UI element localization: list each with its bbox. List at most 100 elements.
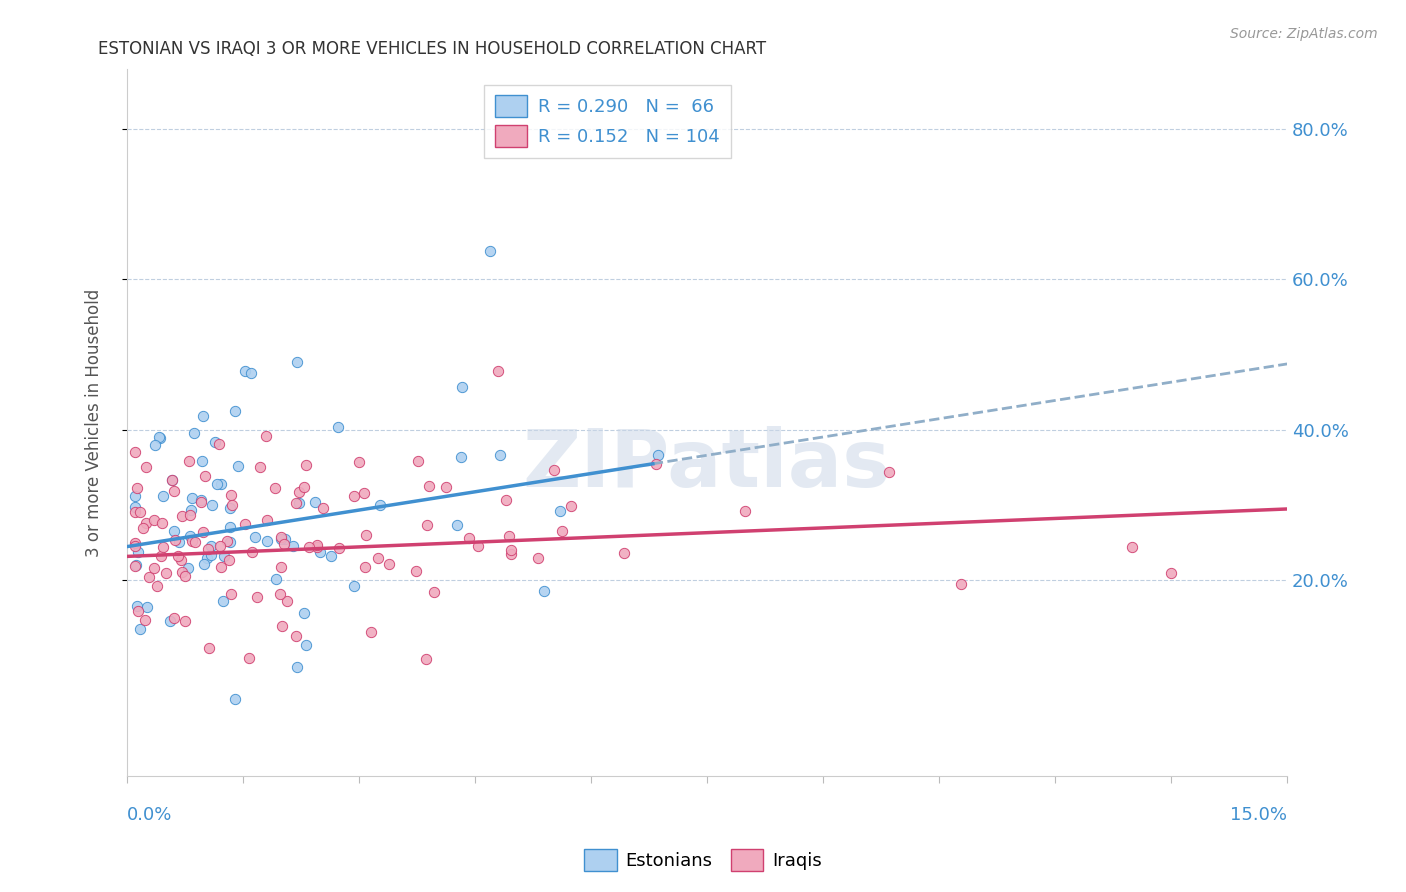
Point	[292, 607, 315, 621]
Point	[551, 524, 574, 538]
Point	[127, 545, 149, 559]
Point	[190, 454, 212, 468]
Point	[124, 558, 146, 573]
Point	[190, 495, 212, 509]
Point	[499, 542, 522, 557]
Point	[285, 355, 308, 369]
Point	[288, 496, 311, 510]
Point	[1121, 540, 1143, 554]
Point	[201, 498, 224, 512]
Point	[446, 518, 468, 533]
Point	[163, 524, 186, 539]
Point	[172, 509, 194, 524]
Legend: R = 0.290   N =  66, R = 0.152   N = 104: R = 0.290 N = 66, R = 0.152 N = 104	[484, 85, 731, 158]
Point	[125, 481, 148, 495]
Point	[271, 619, 294, 633]
Point	[176, 561, 198, 575]
Point	[163, 484, 186, 499]
Point	[127, 604, 149, 618]
Point	[200, 540, 222, 554]
Point	[495, 493, 517, 508]
Point	[152, 489, 174, 503]
Point	[254, 429, 277, 443]
Point	[256, 513, 278, 527]
Point	[235, 516, 257, 531]
Point	[450, 379, 472, 393]
Point	[298, 540, 321, 554]
Point	[149, 549, 172, 564]
Point	[224, 692, 246, 706]
Point	[163, 611, 186, 625]
Point	[170, 566, 193, 580]
Point	[207, 477, 229, 491]
Point	[243, 530, 266, 544]
Point	[405, 565, 427, 579]
Point	[155, 566, 177, 580]
Point	[949, 577, 972, 591]
Point	[180, 534, 202, 549]
Point	[163, 533, 186, 547]
Point	[219, 519, 242, 533]
Point	[124, 500, 146, 515]
Point	[292, 480, 315, 494]
Point	[276, 594, 298, 608]
Point	[135, 599, 157, 614]
Point	[183, 534, 205, 549]
Point	[195, 550, 218, 565]
Point	[378, 557, 401, 571]
Point	[221, 488, 243, 502]
Point	[319, 549, 342, 563]
Point	[124, 540, 146, 554]
Point	[368, 499, 391, 513]
Point	[877, 465, 900, 479]
Point	[138, 569, 160, 583]
Point	[148, 430, 170, 444]
Point	[238, 651, 260, 665]
Point	[263, 481, 285, 495]
Point	[159, 614, 181, 628]
Point	[467, 539, 489, 553]
Point	[269, 586, 291, 600]
Point	[304, 494, 326, 508]
Point	[208, 437, 231, 451]
Point	[450, 450, 472, 464]
Point	[1160, 566, 1182, 580]
Y-axis label: 3 or more Vehicles in Household: 3 or more Vehicles in Household	[86, 288, 103, 557]
Point	[415, 652, 437, 666]
Point	[173, 614, 195, 628]
Text: ESTONIAN VS IRAQI 3 OR MORE VEHICLES IN HOUSEHOLD CORRELATION CHART: ESTONIAN VS IRAQI 3 OR MORE VEHICLES IN …	[98, 40, 766, 58]
Point	[180, 491, 202, 505]
Point	[343, 489, 366, 503]
Point	[349, 455, 371, 469]
Point	[560, 500, 582, 514]
Point	[354, 560, 377, 574]
Point	[305, 540, 328, 554]
Point	[124, 444, 146, 458]
Point	[734, 504, 756, 518]
Point	[458, 531, 481, 545]
Point	[312, 500, 335, 515]
Point	[548, 504, 571, 518]
Point	[191, 524, 214, 539]
Point	[209, 477, 232, 491]
Point	[135, 516, 157, 530]
Point	[613, 546, 636, 560]
Point	[193, 409, 215, 423]
Point	[174, 568, 197, 582]
Point	[219, 534, 242, 549]
Point	[200, 548, 222, 562]
Point	[221, 498, 243, 512]
Point	[246, 590, 269, 604]
Point	[326, 419, 349, 434]
Point	[134, 613, 156, 627]
Point	[132, 521, 155, 535]
Point	[367, 550, 389, 565]
Point	[273, 537, 295, 551]
Point	[179, 454, 201, 468]
Point	[543, 463, 565, 477]
Point	[284, 496, 307, 510]
Point	[342, 579, 364, 593]
Point	[124, 536, 146, 550]
Point	[197, 541, 219, 556]
Point	[135, 460, 157, 475]
